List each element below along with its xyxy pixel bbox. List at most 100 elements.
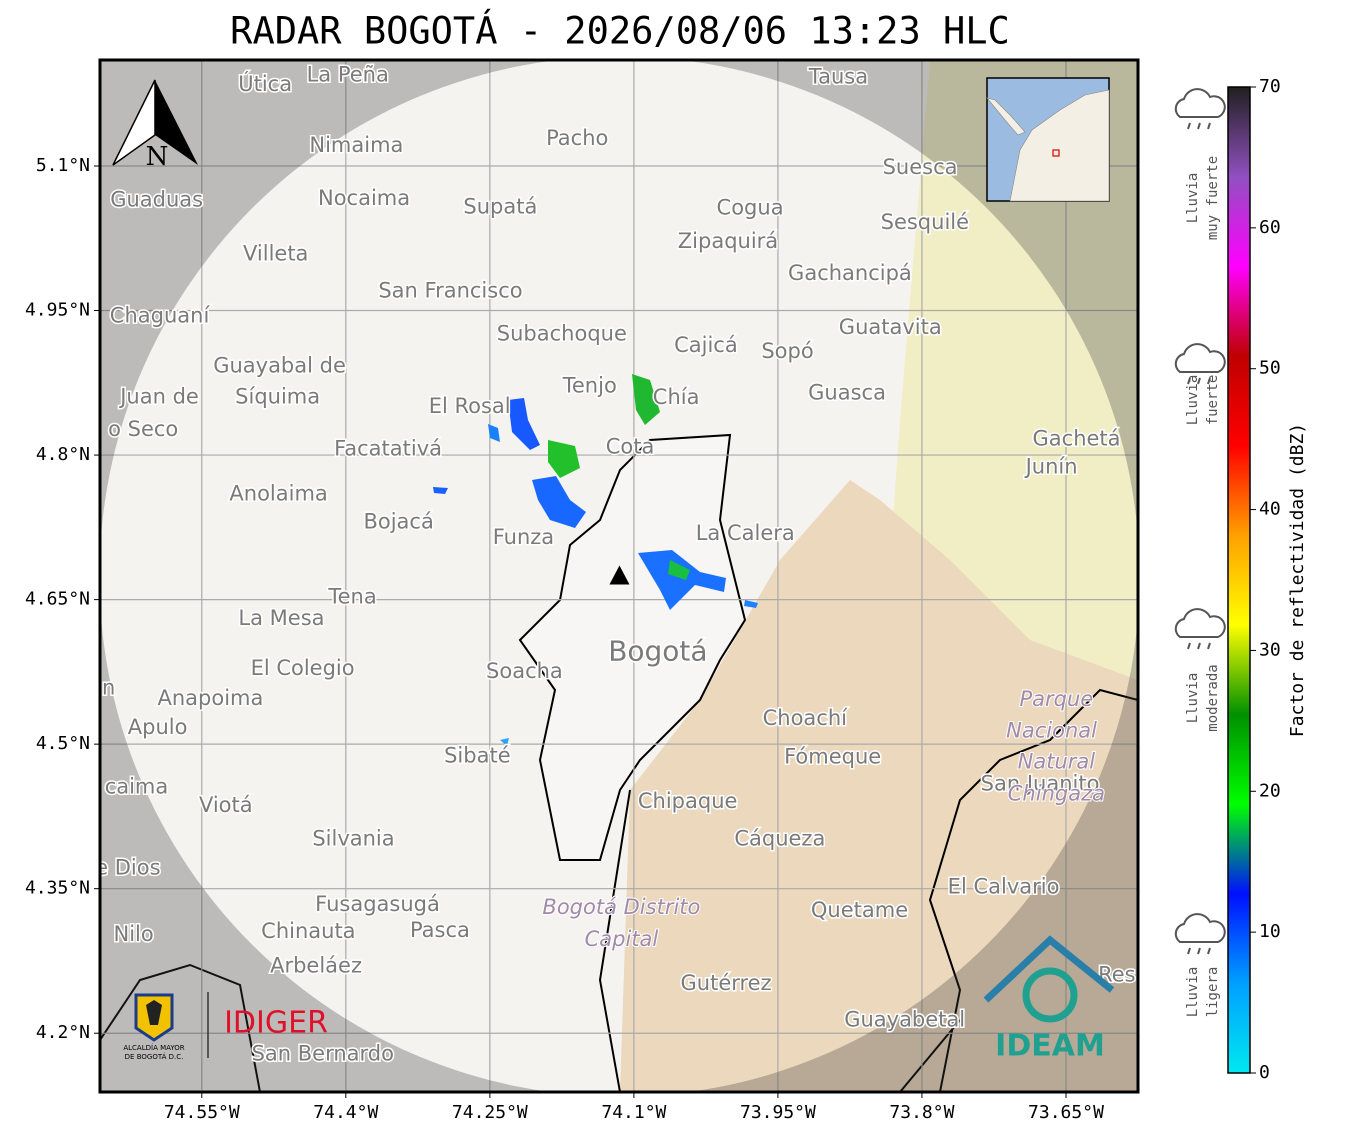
place-label: Nilo <box>113 922 153 946</box>
place-label: Bojacá <box>363 510 433 534</box>
rain-level-label: ligera <box>1205 967 1221 1018</box>
rain-level-label: Lluvia <box>1185 173 1201 224</box>
y-tick-label: 4.8°N <box>36 444 90 465</box>
place-label: Chaguaní <box>110 303 211 327</box>
x-tick-label: 74.25°W <box>452 1102 528 1123</box>
place-label: Nimaima <box>309 133 403 157</box>
place-label: Fusagasugá <box>315 892 440 916</box>
place-label: San Bernardo <box>252 1041 394 1065</box>
y-tick-label: 4.5°N <box>36 733 90 754</box>
echo <box>744 600 758 608</box>
logos: ALCALDÍA MAYOR DE BOGOTÁ D.C. IDIGER IDE… <box>123 935 1115 1064</box>
district-boundary <box>518 433 747 861</box>
inset-marker <box>1052 149 1060 157</box>
colorbar-tick-label: 10 <box>1259 921 1281 942</box>
place-label: Chinauta <box>261 919 355 943</box>
arrow-right <box>155 80 198 165</box>
colorbar <box>1227 86 1251 1074</box>
place-label: El Rosal <box>429 394 511 418</box>
y-tick-label: 4.95°N <box>25 300 90 321</box>
north-arrow: N <box>112 79 198 172</box>
echo <box>638 550 726 610</box>
map: Útica La Peña Tausa Nimaima Pacho Guaduas Noca… <box>95 60 1138 1092</box>
place-label: Zipaquirá <box>678 229 778 253</box>
place-label: Cajicá <box>674 333 738 357</box>
place-label: Supatá <box>463 194 537 218</box>
y-tick-label: 4.35°N <box>25 878 90 899</box>
department-boundary <box>598 688 1138 1092</box>
place-label: Cáqueza <box>734 827 825 851</box>
place-label: Guayabal de <box>213 353 346 377</box>
inset-map <box>986 77 1110 202</box>
colorbar-tick-label: 70 <box>1259 76 1281 97</box>
eagle <box>146 1000 162 1025</box>
rain-drops <box>1187 122 1211 130</box>
place-label: Suesca <box>883 155 958 179</box>
capital-label: Bogotá <box>608 635 707 668</box>
x-tick-label: 73.95°W <box>740 1102 816 1123</box>
rain-level-label: Lluvia <box>1185 375 1201 426</box>
place-label: Anolaima <box>229 482 327 506</box>
y-tick-label: 4.65°N <box>25 589 90 610</box>
north-label: N <box>146 142 169 172</box>
place-label: e Dios <box>95 855 160 879</box>
map-frame <box>98 58 1140 1094</box>
place-label: Junín <box>1024 455 1078 479</box>
rain-drops <box>1187 642 1211 650</box>
place-label: Gutérrez <box>681 971 772 995</box>
place-label: La Calera <box>696 521 795 545</box>
place-label: Arbeláez <box>270 954 362 978</box>
place-label: n <box>102 675 115 699</box>
alcaldia-text: ALCALDÍA MAYOR <box>123 1043 184 1052</box>
echo <box>488 424 500 442</box>
colorbar-tick-label: 40 <box>1259 499 1281 520</box>
colorbar-tick-label: 50 <box>1259 358 1281 379</box>
area-label: Parque <box>1020 687 1094 711</box>
cloud-icon <box>1174 913 1226 943</box>
place-label: Tausa <box>808 64 868 88</box>
place-label: Nocaima <box>318 186 410 210</box>
colorbar-tick-label: 0 <box>1259 1062 1270 1083</box>
place-label: Tena <box>327 585 376 609</box>
colorbar-tick-label: 60 <box>1259 217 1281 238</box>
colorbar-tick-label: 30 <box>1259 639 1281 660</box>
place-label: San Francisco <box>378 278 522 302</box>
place-label: Facatativá <box>334 436 442 460</box>
place-label: Pasca <box>410 918 470 942</box>
rain-level-label: Lluvia <box>1185 967 1201 1018</box>
department-boundary <box>100 963 261 1092</box>
place-label: La Peña <box>307 62 389 86</box>
place-label: Anapoima <box>157 686 263 710</box>
area-label: Chingaza <box>1008 781 1105 805</box>
rain-drops <box>1187 377 1211 385</box>
y-tick-label: 5.1°N <box>36 155 90 176</box>
rain-level-label: fuerte <box>1205 375 1221 426</box>
echo <box>500 738 509 746</box>
place-label: San Juanito <box>981 772 1100 796</box>
area-label: Capital <box>585 927 659 951</box>
place-label: Juan de <box>118 384 199 408</box>
echo <box>508 398 540 450</box>
place-label: Villeta <box>243 242 308 266</box>
place-label: Cogua <box>717 195 784 219</box>
place-label: Útica <box>238 71 292 96</box>
area-label: Bogotá Distrito <box>542 895 700 919</box>
place-label: Apulo <box>128 715 188 739</box>
place-label: Chipaque <box>638 789 738 813</box>
place-label: Sesquilé <box>881 210 969 234</box>
place-label: Guaduas <box>110 188 203 212</box>
rain-drops <box>1187 947 1211 955</box>
area-label: Nacional <box>1006 719 1097 743</box>
x-tick-label: 74.1°W <box>601 1102 666 1123</box>
rain-level-label: moderada <box>1205 664 1221 731</box>
radar-site <box>609 565 630 585</box>
y-tick-label: 4.2°N <box>36 1022 90 1043</box>
place-label: Quetame <box>811 898 908 922</box>
rain-level-label: Lluvia <box>1185 673 1201 724</box>
rain-level-label: muy fuerte <box>1205 156 1221 240</box>
place-label: El Calvario <box>948 875 1060 899</box>
ideam-roof <box>983 935 1115 1003</box>
colorbar-tick-label: 20 <box>1259 780 1281 801</box>
echo <box>532 476 586 528</box>
place-label: Choachí <box>763 706 849 730</box>
